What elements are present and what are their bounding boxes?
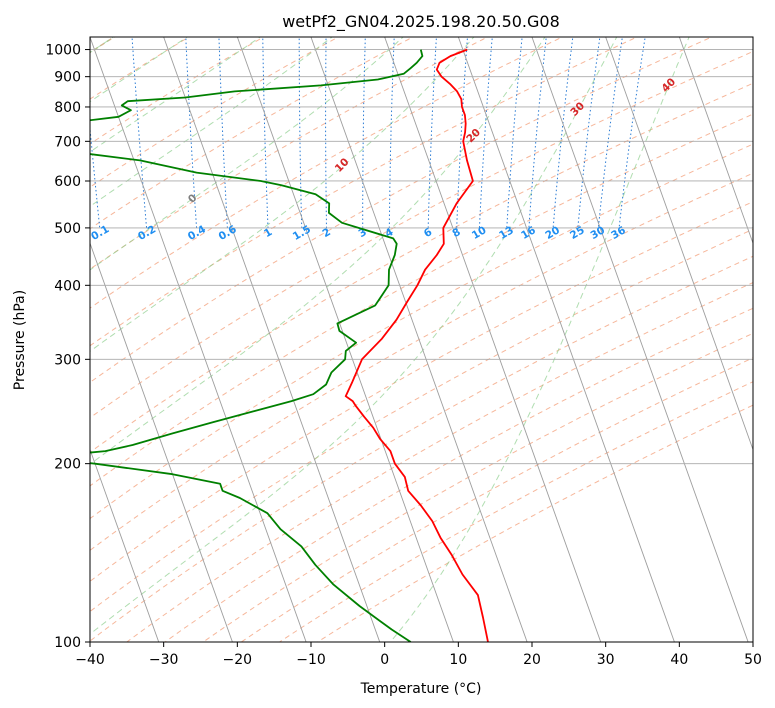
y-tick-label: 800 [54,100,81,116]
dry-adiabat [90,37,489,270]
y-tick-label: 500 [54,221,81,237]
mixing-ratio-label: 0.1 [89,223,111,243]
x-tick-label: −30 [149,652,179,668]
dry-adiabat [90,143,753,520]
isotherm [310,37,528,642]
dry-adiabat [90,255,753,642]
mixing-ratio-label: 25 [568,224,587,242]
mixing-ratio-label: 0.4 [186,223,208,243]
x-tick-label: 30 [597,652,615,668]
isotherm [163,37,381,642]
moist-adiabat [90,37,333,207]
moist-adiabat-label: 0 [186,192,200,206]
dry-adiabat [90,37,190,100]
isotherm [384,37,602,642]
moist-adiabat [90,37,618,635]
axes: −40 −30 −20 −10 0 10 20 30 40 5010009008007006005… [45,43,762,668]
mixing-ratio-line [478,37,493,228]
y-tick-label: 600 [54,174,81,190]
mixing-ratio-line [325,37,327,228]
mixing-ratio-line [388,37,395,228]
isotherm [90,448,160,642]
mixing-ratio-line [618,37,646,228]
mixing-ratio-label: 20 [543,224,562,242]
mixing-ratio-label: 36 [609,224,628,242]
dry-adiabat [90,37,564,309]
dry-adiabat [90,37,340,188]
mixing-ratio-line [597,37,623,228]
temperature-profile [344,48,489,642]
moist-adiabat-label: 40 [659,76,678,95]
chart-title: wetPf2_GN04.2025.198.20.50.G08 [282,12,560,32]
isotherm [457,37,675,642]
dry-adiabat [240,357,753,642]
plot-frame [89,36,754,643]
dry-adiabat [316,404,753,642]
mixing-ratio-line [298,37,303,228]
moist-adiabat [390,37,690,642]
x-tick-label: −40 [75,652,105,668]
mixing-ratio-line [185,37,198,228]
dewpoint-profile [90,49,424,642]
dry-adiabat [90,50,753,419]
y-axis-label: Pressure (hPa) [12,290,28,390]
x-tick-label: −10 [296,652,326,668]
x-tick-label: 40 [670,652,688,668]
mixing-ratio-line [90,123,101,228]
y-tick-label: 300 [54,352,81,368]
x-tick-label: 10 [449,652,467,668]
dry-adiabat [90,37,265,145]
y-tick-label: 900 [54,70,81,86]
isotherm [531,37,749,642]
dry-adiabat [90,37,713,383]
dry-adiabat [90,37,414,230]
isotherm [90,37,307,642]
isotherm [678,37,753,245]
isotherm [90,241,233,642]
moist-adiabat [90,37,189,103]
dry-adiabat [90,201,753,582]
mixing-ratio-line [218,37,228,228]
mixing-ratio-line [362,37,366,228]
mixing-ratio-line [427,37,437,228]
x-tick-label: 50 [744,652,762,668]
mixing-ratio-label: 13 [497,224,516,242]
moist-adiabat-label: 30 [568,100,587,119]
x-tick-label: 0 [380,652,389,668]
x-axis-label: Temperature (°C) [360,681,482,697]
plot-background: -100-90-80-70-60-50-40-30-20-10010203040… [89,37,753,642]
isotherm [605,37,753,451]
y-tick-label: 1000 [45,43,81,59]
mixing-ratio-line [528,37,547,228]
moist-adiabat [90,37,475,352]
y-tick-label: 200 [54,457,81,473]
x-tick-label: 20 [523,652,541,668]
dry-adiabat [90,37,639,347]
moist-adiabat-label: 20 [464,126,483,145]
y-tick-label: 700 [54,134,81,150]
mixing-ratio-label: 10 [470,224,489,242]
isotherm [236,37,454,642]
mixing-ratio-label: 16 [519,224,538,242]
dry-adiabat [278,381,753,642]
moist-adiabat-label: 10 [333,156,352,175]
dry-adiabat [90,172,753,551]
mixing-ratio-line [262,37,269,228]
x-tick-label: −20 [223,652,253,668]
mixing-ratio-line [552,37,574,228]
dry-adiabat [90,82,753,453]
mixing-ratio-label: 0.6 [217,223,239,243]
y-tick-label: 400 [54,278,81,294]
dry-adiabat [164,307,753,642]
moist-adiabat [90,37,262,153]
plot-data [90,48,489,642]
y-tick-label: 100 [54,635,81,651]
isotherm [752,37,753,39]
